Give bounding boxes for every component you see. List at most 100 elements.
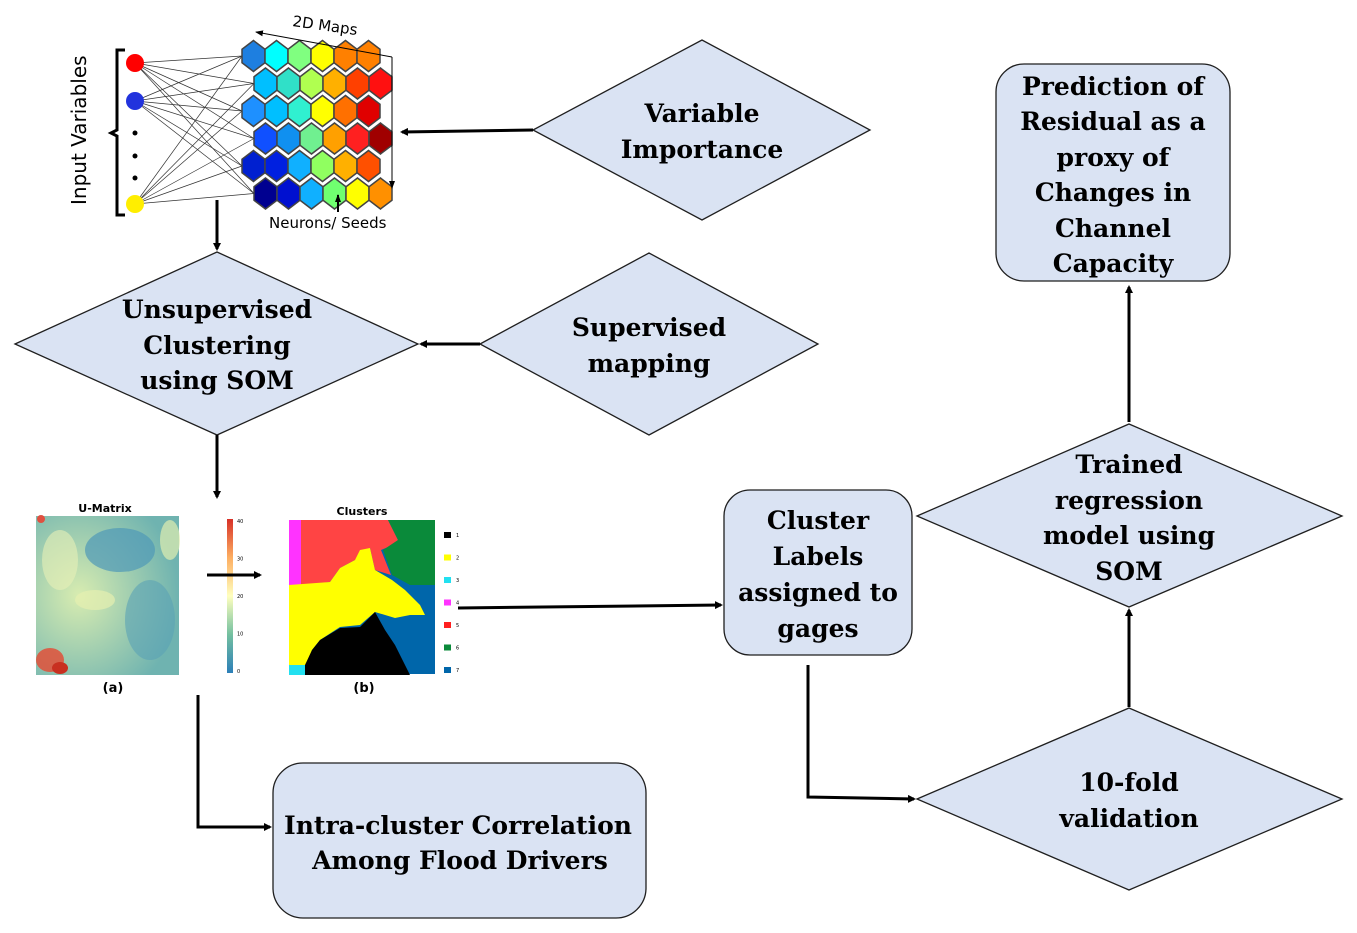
svg-text:using SOM: using SOM [140, 366, 294, 395]
unsupervised-clustering-node: Unsupervised Clustering using SOM [13, 251, 420, 436]
legend-label: 2 [456, 556, 459, 562]
u-matrix-plot: U-Matrix (a) 40 30 20 10 0 [36, 502, 243, 696]
legend-swatch [444, 554, 451, 561]
neuron-hex [287, 94, 312, 128]
legend-label: 4 [456, 601, 459, 607]
neurons-label: Neurons/ Seeds [269, 214, 387, 232]
svg-text:Prediction of: Prediction of [1022, 72, 1206, 101]
neuron-hex [264, 149, 289, 183]
neuron-hex [253, 122, 278, 155]
input-node [126, 92, 144, 110]
svg-text:Intra-cluster Correlation: Intra-cluster Correlation [284, 811, 632, 840]
u-matrix-title: U-Matrix [78, 502, 131, 515]
svg-text:Channel: Channel [1055, 214, 1171, 243]
neuron-hex [276, 122, 301, 155]
neuron-hex [322, 122, 347, 155]
legend-label: 7 [456, 668, 459, 674]
ellipsis-dot [132, 130, 138, 136]
input-variables-label: Input Variables [67, 55, 91, 205]
neuron-hex [276, 67, 301, 100]
svg-text:regression: regression [1055, 486, 1203, 515]
trained-regression-node: Trained regression model using SOM [915, 423, 1344, 608]
supervised-mapping-node: Supervised mapping [478, 252, 820, 436]
clusters-legend: 1 2 3 4 5 6 7 [444, 532, 459, 674]
neuron-hex [253, 177, 278, 210]
svg-text:Labels: Labels [773, 542, 864, 571]
neuron-hex [241, 94, 266, 128]
svg-text:mapping: mapping [588, 349, 711, 378]
svg-text:Supervised: Supervised [572, 313, 726, 342]
neuron-hex [368, 67, 393, 100]
neuron-hex [264, 39, 289, 73]
neuron-hex [322, 177, 347, 210]
legend-label: 5 [456, 623, 459, 629]
intra-cluster-correlation-node: Intra-cluster Correlation Among Flood Dr… [272, 762, 647, 919]
legend-label: 1 [456, 533, 459, 539]
colorbar [227, 519, 233, 673]
neuron-hex [368, 122, 393, 155]
svg-text:gages: gages [777, 614, 858, 643]
colorbar-tick: 30 [237, 557, 243, 563]
neuron-hex [345, 67, 370, 100]
ellipsis-dot [132, 153, 138, 159]
neuron-hex [241, 149, 266, 183]
neuron-hex [287, 149, 312, 183]
neuron-hex [345, 177, 370, 210]
neuron-hex [287, 39, 312, 73]
input-node [126, 54, 144, 72]
legend-swatch [444, 622, 451, 628]
neuron-hex [333, 149, 358, 183]
prediction-node: Prediction of Residual as a proxy of Cha… [995, 63, 1231, 282]
neuron-hex [356, 149, 381, 183]
neuron-hex [345, 122, 370, 155]
legend-swatch [444, 532, 451, 538]
variable-importance-node: Variable Importance [531, 39, 872, 221]
clusters-plot: Clusters (b) 1 2 3 4 5 6 7 [289, 505, 459, 696]
cluster-labels-node: Cluster Labels assigned to gages [723, 489, 913, 656]
input-node [126, 195, 144, 213]
legend-swatch [444, 667, 451, 673]
colorbar-tick: 0 [237, 669, 240, 675]
neuron-hex [333, 39, 358, 73]
clusters-title: Clusters [337, 505, 388, 518]
colorbar-tick: 40 [237, 519, 243, 525]
neuron-hex [299, 67, 324, 100]
neuron-hex [333, 94, 358, 128]
neuron-hex [310, 39, 335, 73]
svg-text:Unsupervised: Unsupervised [122, 295, 312, 324]
svg-text:Variable: Variable [643, 99, 759, 128]
som-illustration: Input Variables 2D Maps Neurons/ Seeds [67, 12, 395, 232]
svg-text:Cluster: Cluster [767, 506, 870, 535]
svg-text:Trained: Trained [1075, 450, 1182, 479]
legend-swatch [444, 577, 451, 583]
neuron-hex [276, 177, 301, 210]
som-hex-grid [241, 39, 393, 210]
svg-text:Among Flood Drivers: Among Flood Drivers [311, 846, 608, 875]
neuron-hex [253, 67, 278, 100]
neuron-hex [356, 94, 381, 128]
svg-text:10-fold: 10-fold [1079, 768, 1179, 797]
brace-icon [107, 48, 125, 217]
legend-swatch [444, 644, 451, 651]
clusters-caption: (b) [353, 681, 374, 696]
neuron-hex [310, 94, 335, 128]
map-label: 2D Maps [291, 12, 358, 39]
neuron-hex [310, 149, 335, 183]
colorbar-tick: 20 [237, 594, 243, 600]
u-matrix-caption: (a) [103, 681, 124, 696]
svg-text:SOM: SOM [1095, 557, 1163, 586]
svg-text:model using: model using [1043, 521, 1215, 550]
neuron-hex [368, 177, 393, 210]
neuron-hex [356, 39, 381, 73]
colorbar-tick: 10 [237, 632, 243, 638]
svg-text:Changes in: Changes in [1035, 178, 1191, 207]
neuron-hex [299, 177, 324, 210]
legend-swatch [444, 599, 451, 606]
svg-text:proxy of: proxy of [1057, 143, 1172, 172]
svg-text:Residual as a: Residual as a [1020, 107, 1206, 136]
neuron-hex [264, 94, 289, 128]
legend-label: 3 [456, 578, 459, 584]
neuron-hex [241, 39, 266, 73]
neuron-hex [322, 67, 347, 100]
